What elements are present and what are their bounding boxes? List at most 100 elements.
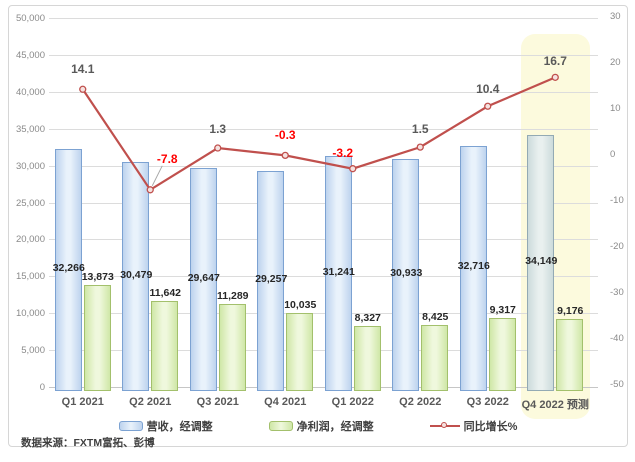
revenue-value-label: 32,716 (457, 260, 490, 273)
revenue-bar (122, 162, 150, 391)
revenue-forecast-bar (527, 134, 555, 391)
category-label: Q4 2021 (264, 396, 307, 408)
y-axis-right-tick-label: 0 (610, 149, 616, 160)
profit-bar (488, 318, 516, 391)
y-axis-left-tick-label: 15,000 (15, 271, 45, 283)
revenue-value-label: 34,149 (525, 254, 558, 267)
growth-line-swatch-icon (429, 422, 460, 428)
line-point-marker (349, 165, 357, 173)
y-axis-right-tick-label: -20 (610, 240, 624, 252)
profit-value-label: 10,035 (284, 298, 317, 311)
profit-swatch-icon (268, 421, 293, 431)
y-axis-left-tick-label: 50,000 (15, 13, 45, 24)
growth-value-label: -7.8 (156, 151, 178, 166)
profit-value-label: 8,327 (354, 311, 381, 324)
y-axis-left-tick-label: 10,000 (15, 308, 45, 320)
chart-legend: 营收，经调整 净利润，经调整 同比增长% (9, 418, 627, 434)
legend-label-profit: 净利润，经调整 (296, 421, 374, 433)
legend-label-revenue: 营收，经调整 (146, 421, 213, 433)
growth-value-label: 10.4 (476, 82, 500, 97)
gridline (49, 202, 598, 204)
profit-bar (151, 301, 179, 391)
line-point-marker (551, 73, 559, 81)
y-axis-right-tick-label: 20 (610, 57, 621, 69)
y-axis-right-tick-label: -50 (610, 378, 624, 390)
profit-value-label: 8,425 (422, 310, 449, 323)
y-axis-right-tick-label: 10 (610, 103, 621, 115)
line-point-marker (146, 186, 154, 194)
profit-value-label: 9,176 (557, 305, 584, 318)
revenue-bar (459, 145, 487, 391)
profit-bar (556, 319, 584, 391)
revenue-value-label: 29,257 (255, 273, 288, 286)
y-axis-right-tick-label: -10 (610, 194, 624, 206)
y-axis-left-tick-label: 25,000 (15, 197, 45, 209)
y-axis-right-tick-label: 30 (610, 11, 621, 23)
revenue-bar (392, 158, 420, 391)
growth-value-label: 16.7 (543, 54, 567, 69)
revenue-value-label: 30,479 (120, 268, 153, 281)
revenue-bar (189, 168, 217, 391)
y-axis-right-tick-label: -40 (610, 332, 624, 344)
growth-value-label: 1.5 (411, 122, 429, 137)
revenue-value-label: 31,241 (322, 265, 355, 278)
gridline (49, 128, 598, 130)
category-label: Q2 2021 (129, 396, 172, 408)
line-point-marker (416, 143, 424, 151)
gridline (49, 54, 598, 56)
profit-bar (286, 312, 314, 391)
category-label: Q2 2022 (399, 396, 442, 408)
profit-value-label: 13,873 (81, 270, 114, 283)
y-axis-left-tick-label: 30,000 (15, 160, 45, 172)
growth-value-label: 1.3 (209, 122, 227, 137)
category-label: Q4 2022 预测 (521, 399, 589, 411)
profit-value-label: 9,317 (489, 304, 516, 317)
category-label: Q1 2022 (331, 396, 374, 408)
growth-value-label: -0.3 (274, 128, 296, 143)
profit-bar (421, 324, 449, 391)
legend-item-profit: 净利润，经调整 (268, 418, 374, 434)
y-axis-left-tick-label: 0 (39, 382, 45, 393)
profit-value-label: 11,642 (149, 287, 182, 300)
line-point-marker (214, 144, 222, 152)
profit-bar (353, 325, 381, 391)
gridline (49, 18, 598, 19)
gridline (49, 165, 598, 167)
chart-frame: 0 5,000 10,000 15,000 20,000 25,000 30,000 35,0… (8, 5, 628, 449)
gridline (49, 91, 598, 93)
category-label: Q3 2022 (466, 396, 509, 408)
growth-line-layer (79, 73, 559, 194)
source-note: 数据来源：FXTM富拓、彭博 (21, 437, 155, 449)
y-axis-left-tick-label: 35,000 (15, 123, 45, 135)
growth-value-label: 14.1 (71, 62, 95, 77)
revenue-value-label: 30,933 (390, 266, 423, 279)
category-label: Q1 2021 (61, 396, 104, 408)
legend-item-revenue: 营收，经调整 (118, 418, 213, 434)
profit-bar (83, 284, 111, 391)
profit-value-label: 11,289 (216, 289, 249, 302)
revenue-bar (257, 171, 285, 391)
y-axis-right-tick-label: -30 (610, 286, 624, 298)
gridline (49, 276, 598, 278)
revenue-bar (324, 156, 352, 391)
y-axis-left-tick-label: 20,000 (15, 234, 45, 246)
y-axis-left-tick-label: 45,000 (15, 49, 45, 61)
revenue-swatch-icon (118, 421, 143, 431)
gridline (49, 387, 598, 388)
revenue-value-label: 29,647 (187, 271, 220, 284)
line-point-marker (281, 151, 289, 160)
legend-item-growth: 同比增长% (429, 418, 518, 434)
gridline (49, 350, 598, 352)
y-axis-left-tick-label: 5,000 (21, 345, 45, 357)
profit-bar (218, 303, 246, 391)
growth-line (81, 76, 556, 192)
y-axis-left-tick-label: 40,000 (15, 86, 45, 98)
gridline (49, 239, 598, 241)
growth-value-label: -3.2 (332, 145, 354, 160)
gridline (49, 313, 598, 315)
line-point-marker (79, 85, 87, 93)
line-point-marker (484, 102, 492, 110)
revenue-value-label: 32,266 (52, 261, 85, 274)
category-label: Q3 2021 (196, 396, 239, 408)
legend-label-growth: 同比增长% (463, 421, 518, 433)
